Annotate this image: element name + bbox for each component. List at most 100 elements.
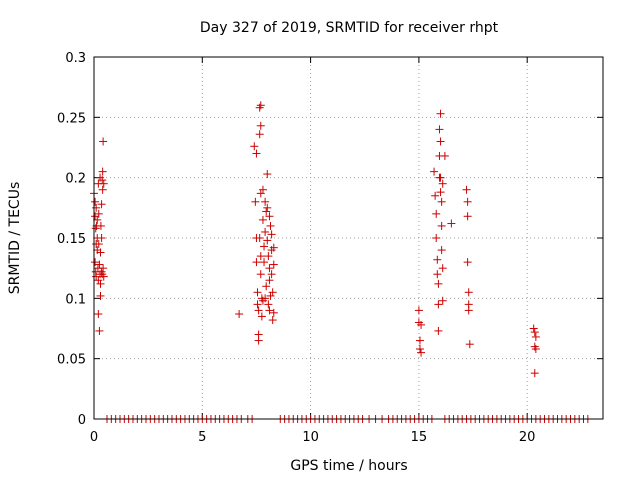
data-point [254, 306, 263, 315]
x-tick-label: 15 [411, 430, 428, 445]
data-point [97, 234, 106, 242]
data-point [264, 300, 273, 309]
data-points [90, 101, 592, 423]
data-point [464, 306, 473, 315]
data-point [95, 260, 104, 269]
data-point [95, 326, 104, 335]
data-point [268, 288, 277, 297]
data-point [261, 227, 270, 236]
data-point [415, 336, 424, 345]
data-point [261, 294, 270, 303]
data-point [261, 197, 270, 206]
data-point [438, 179, 447, 188]
data-point [96, 221, 105, 230]
data-point [91, 197, 100, 206]
data-point [93, 215, 102, 224]
data-point [430, 167, 439, 176]
data-point [463, 212, 472, 221]
data-point [440, 151, 449, 160]
data-point [266, 291, 275, 300]
data-point [265, 276, 274, 285]
x-tick-label: 20 [519, 430, 536, 445]
data-point [435, 173, 444, 182]
data-point [253, 288, 262, 297]
data-point [91, 258, 100, 267]
data-point [267, 230, 276, 239]
data-point [433, 255, 442, 264]
y-tick-label: 0.3 [65, 51, 86, 66]
data-point [96, 173, 105, 182]
data-point [433, 270, 442, 279]
data-point [256, 189, 265, 198]
data-point [437, 197, 446, 206]
data-point [267, 270, 276, 279]
y-tick-label: 0.1 [65, 292, 86, 307]
x-axis-label: GPS time / hours [290, 458, 407, 474]
data-point [263, 203, 272, 212]
plot-frame [93, 56, 604, 420]
data-point [258, 185, 267, 194]
data-point [438, 296, 447, 305]
data-point [264, 252, 273, 261]
data-point [269, 308, 278, 317]
data-point [252, 234, 261, 242]
data-point [417, 348, 426, 357]
y-axis-label: SRMTID / TECUs [7, 182, 23, 295]
grid-lines [94, 57, 603, 419]
data-point [92, 203, 101, 212]
data-point [98, 185, 107, 194]
y-tick-label: 0.25 [57, 111, 86, 126]
data-point [437, 246, 446, 255]
data-point [235, 310, 244, 319]
x-tick-label: 10 [302, 430, 319, 445]
data-point [258, 215, 267, 224]
data-point [529, 324, 538, 333]
data-point [268, 316, 277, 325]
chart-title: Day 327 of 2019, SRMTID for receiver rhp… [200, 20, 499, 36]
data-point [256, 270, 265, 279]
data-point [464, 288, 473, 297]
y-tick-label: 0.15 [57, 232, 86, 247]
data-point [254, 336, 263, 345]
data-point [256, 101, 265, 110]
data-point [462, 185, 471, 194]
data-point [96, 248, 105, 257]
data-point [432, 234, 441, 242]
data-point [414, 306, 423, 315]
data-point [94, 240, 103, 249]
data-point [97, 267, 106, 276]
x-tick-label: 0 [90, 430, 98, 445]
y-tick-label: 0.2 [65, 172, 86, 187]
data-point [94, 276, 103, 285]
data-point [262, 282, 271, 291]
data-point [94, 310, 103, 319]
data-point [99, 137, 108, 146]
data-point [255, 130, 264, 139]
data-point [269, 260, 278, 269]
data-point [265, 212, 274, 221]
data-point [267, 246, 276, 255]
data-point [252, 258, 261, 267]
data-point [98, 167, 107, 176]
data-point [431, 191, 440, 200]
data-point [417, 320, 426, 329]
data-point [265, 264, 274, 273]
data-point [531, 345, 540, 354]
data-point [434, 300, 443, 309]
data-point [438, 264, 447, 273]
y-tick-label: 0.05 [57, 353, 86, 368]
data-point [434, 326, 443, 335]
data-point [256, 252, 265, 261]
data-point [256, 121, 265, 130]
x-tick-label: 5 [198, 430, 206, 445]
data-point [263, 236, 272, 245]
data-point [436, 188, 445, 197]
data-point [257, 312, 266, 321]
data-point [265, 306, 274, 315]
data-point [437, 221, 446, 230]
data-point [262, 207, 271, 216]
data-point [447, 219, 456, 228]
data-point [436, 109, 445, 118]
data-point [432, 209, 441, 218]
data-point [94, 209, 103, 218]
